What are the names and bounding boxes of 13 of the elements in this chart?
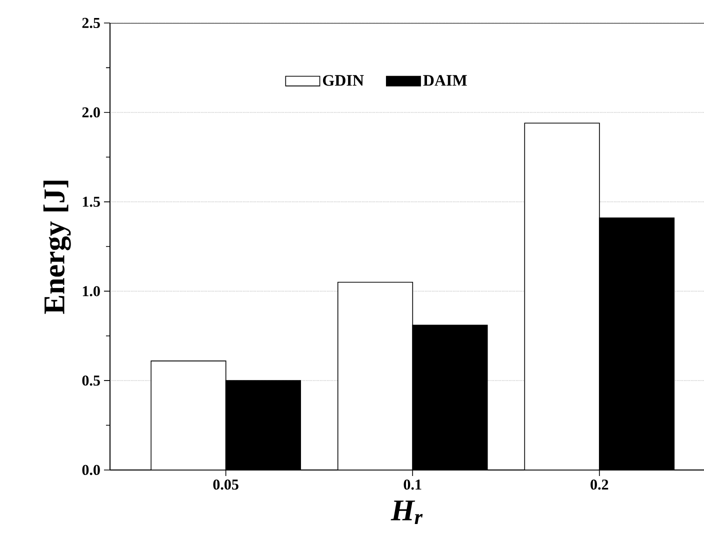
y-tick-label: 1.0 (82, 286, 100, 296)
y-tick-label: 0.5 (82, 375, 100, 386)
x-tick-label: 0.2 (590, 480, 608, 490)
x-tick-label: 0.1 (404, 480, 422, 490)
y-tick-label: 1.5 (82, 196, 100, 207)
y-tick-label: 0.0 (82, 464, 100, 476)
y-tick-label: 2.5 (82, 18, 100, 28)
legend-label: DAIM (423, 75, 467, 86)
x-axis-title: H$_{r}$ (390, 500, 423, 524)
legend-label: GDIN (322, 75, 364, 86)
y-tick-label: 2.0 (82, 107, 100, 118)
y-axis-title: Energy [J] (43, 180, 71, 314)
x-tick-label: 0.05 (213, 480, 238, 490)
